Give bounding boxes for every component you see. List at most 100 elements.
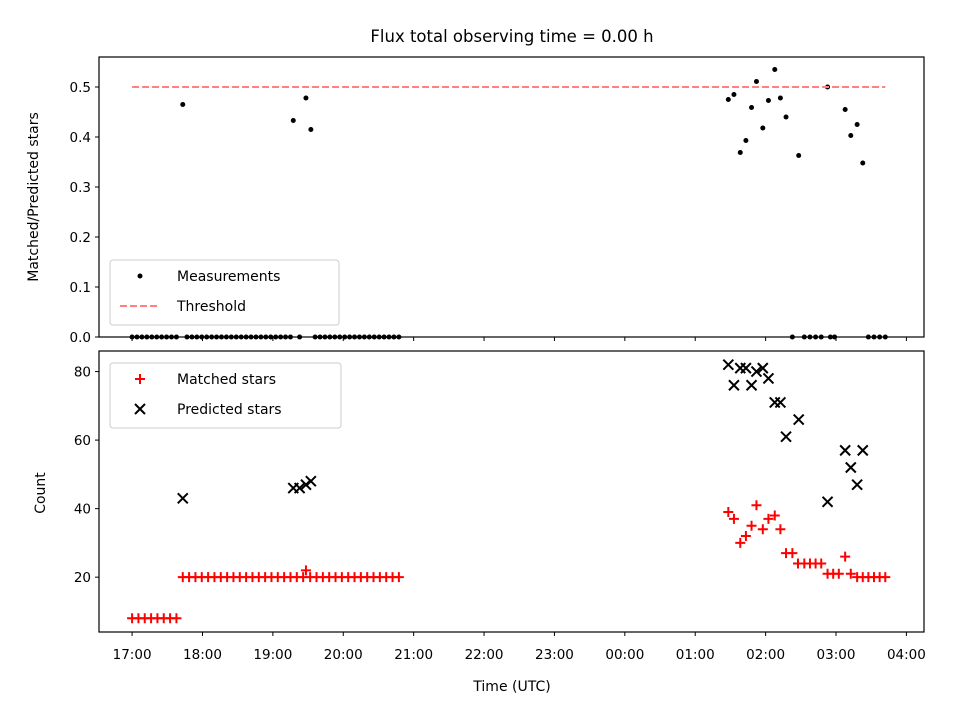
x-tick-label: 03:00: [817, 647, 856, 663]
legend-matched-stars-swatch: [135, 374, 145, 384]
predicted-stars-point: [722, 358, 735, 371]
x-tick-label: 21:00: [394, 647, 433, 663]
predicted-stars-point: [845, 461, 857, 474]
top-panel-y-tick-label: 0.0: [70, 330, 91, 346]
bottom-panel-y-tick-label: 40: [74, 502, 91, 518]
predicted-stars-point: [762, 372, 775, 385]
top-panel-y-tick-label: 0.3: [70, 180, 91, 196]
matched-stars-point: [763, 513, 774, 524]
predicted-stars-point: [293, 482, 306, 494]
matched-stars-point: [740, 531, 751, 542]
top-panel-y-tick-label: 0.5: [70, 80, 91, 96]
measurement-point: [308, 127, 314, 132]
matched-stars-point: [769, 510, 780, 521]
predicted-stars-point: [857, 444, 869, 457]
measurement-point: [749, 105, 755, 110]
matched-stars-point: [880, 572, 891, 583]
top-panel-frame: [98, 56, 925, 338]
matched-stars-point: [775, 524, 786, 535]
x-tick-label: 04:00: [887, 647, 926, 663]
matched-stars-point: [840, 551, 851, 562]
measurement-point: [753, 79, 759, 84]
matched-stars-point: [728, 513, 739, 524]
predicted-stars-point: [792, 413, 805, 426]
bottom-panel-legend: Matched stars Predicted stars: [109, 362, 342, 429]
measurement-point: [737, 150, 743, 155]
matched-stars-point: [751, 500, 762, 511]
predicted-stars-point: [745, 379, 758, 391]
top-panel-group: 0.0 0.1 0.2 0.3 0.4 0.5 Measurements Threshold: [70, 56, 925, 346]
matched-stars-point: [757, 524, 768, 535]
predicted-stars-point: [780, 430, 792, 443]
measurement-point: [783, 114, 789, 120]
bottom-panel-y-tick-label: 60: [74, 433, 91, 449]
predicted-stars-point: [851, 478, 863, 491]
measurement-point: [180, 102, 186, 107]
top-panel-y-tick-label: 0.1: [70, 280, 91, 296]
matched-stars-point: [816, 558, 827, 569]
measurement-point: [777, 95, 783, 101]
x-tick-label: 02:00: [746, 647, 785, 663]
plot-layer: 0.0 0.1 0.2 0.3 0.4 0.5 Measurements Threshold 2…: [70, 56, 926, 663]
legend-label: Measurements: [177, 269, 280, 285]
x-tick-label: 22:00: [465, 647, 504, 663]
measurement-point: [772, 67, 778, 72]
predicted-stars-point: [177, 492, 189, 505]
x-axis-label: Time (UTC): [472, 679, 550, 695]
matched-stars-point: [723, 507, 734, 518]
measurement-point: [842, 107, 848, 112]
predicted-stars-point: [728, 379, 740, 391]
x-tick-label: 19:00: [253, 647, 292, 663]
top-panel-y-axis-label: Matched/Predicted stars: [26, 112, 42, 282]
matched-stars-point: [735, 537, 746, 548]
bottom-panel-y-axis-label: Count: [33, 472, 49, 514]
x-tick-label: 17:00: [113, 647, 152, 663]
matched-stars-point: [845, 568, 856, 579]
series-matched-stars: [127, 500, 891, 624]
x-tick-label: 00:00: [605, 647, 644, 663]
measurement-point: [290, 118, 296, 123]
legend-predicted-stars-swatch: [134, 403, 146, 415]
legend-label: Threshold: [176, 299, 246, 315]
bottom-panel-y-tick-label: 80: [74, 365, 91, 381]
measurement-point: [860, 160, 866, 166]
predicted-stars-point: [774, 396, 787, 409]
predicted-stars-point: [740, 362, 752, 374]
bottom-panel-y-tick-label: 20: [74, 570, 91, 586]
bottom-panel-frame: [98, 350, 925, 633]
series-predicted-stars: [177, 358, 869, 508]
x-tick-label: 18:00: [183, 647, 222, 663]
x-tick-label: 23:00: [535, 647, 574, 663]
legend-box: [109, 362, 342, 429]
legend-box: [109, 259, 340, 326]
matched-stars-point: [746, 520, 757, 531]
legend-measurements-swatch: [137, 273, 143, 279]
x-tick-label: 20:00: [324, 647, 363, 663]
legend-label: Matched stars: [177, 372, 276, 388]
measurement-point: [303, 95, 309, 101]
predicted-stars-point: [300, 478, 312, 491]
measurement-point: [760, 125, 766, 131]
bottom-panel-group: 20 40 60 80 17:00 18:00 19:00 20:00 21:00 22:00 23…: [74, 350, 926, 663]
predicted-stars-point: [757, 362, 769, 374]
measurement-point: [725, 97, 731, 102]
predicted-stars-point: [839, 444, 851, 457]
top-panel-y-tick-label: 0.2: [70, 230, 91, 246]
matched-stars-point: [300, 565, 311, 576]
predicted-stars-point: [750, 365, 763, 378]
measurement-point: [765, 98, 771, 103]
matched-stars-point: [833, 568, 844, 579]
matched-stars-point: [393, 572, 404, 583]
top-panel-legend: Measurements Threshold: [109, 259, 340, 326]
matched-stars-point: [787, 548, 798, 559]
measurement-point: [848, 133, 854, 138]
top-panel-y-tick-label: 0.4: [70, 130, 91, 146]
measurement-point: [854, 122, 860, 127]
legend-label: Predicted stars: [177, 402, 282, 418]
measurement-point: [731, 92, 737, 97]
chart-title: Flux total observing time = 0.00 h: [370, 27, 653, 46]
measurement-point: [743, 138, 749, 143]
x-tick-label: 01:00: [676, 647, 715, 663]
